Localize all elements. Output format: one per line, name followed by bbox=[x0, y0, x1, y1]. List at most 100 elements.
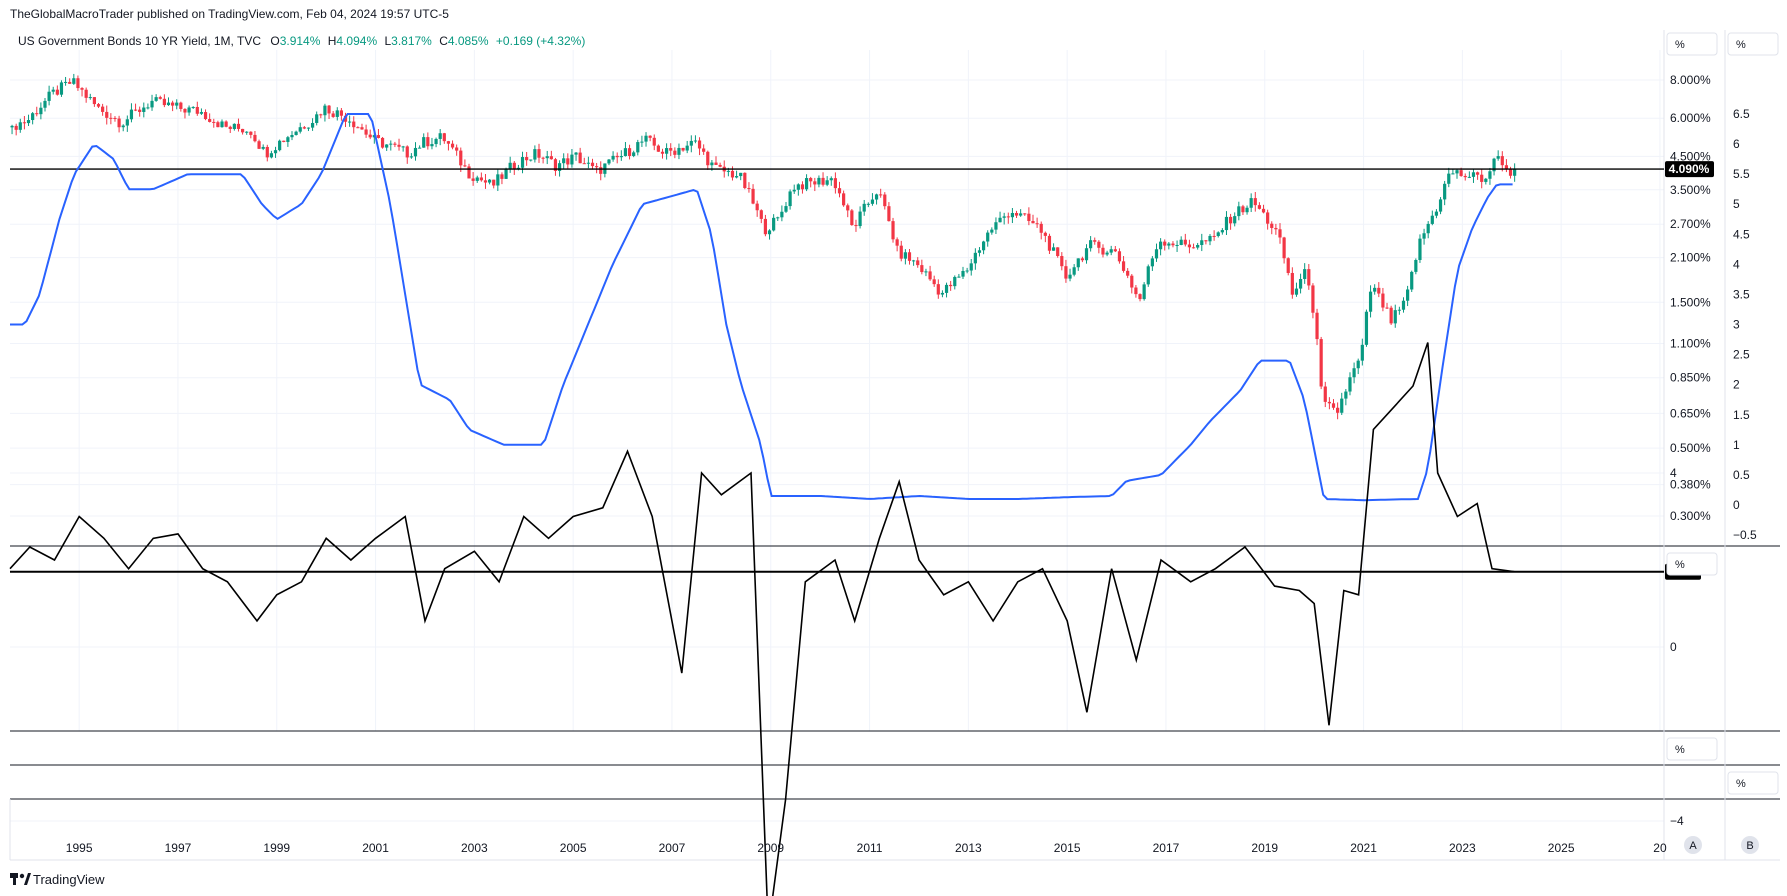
pane3-unit-box[interactable]: % bbox=[1666, 737, 1718, 761]
candle-body bbox=[747, 188, 751, 190]
candle-body bbox=[1381, 293, 1385, 308]
candle-body bbox=[1183, 239, 1187, 245]
candle bbox=[1492, 157, 1496, 176]
price-axes[interactable]: 8.000%6.000%4.500%3.500%2.700%2.100%1.50… bbox=[1665, 32, 1779, 828]
candle-body bbox=[492, 179, 496, 186]
candle bbox=[986, 230, 990, 247]
candle bbox=[751, 184, 755, 205]
candle bbox=[759, 209, 763, 224]
candle-body bbox=[1121, 261, 1126, 271]
candle bbox=[1163, 239, 1167, 251]
ohlc-change: +0.169 (+4.32%) bbox=[496, 34, 585, 48]
candle bbox=[998, 211, 1002, 223]
candle-body bbox=[39, 107, 43, 115]
candle-body bbox=[199, 112, 204, 114]
candle bbox=[208, 113, 212, 123]
candle-body bbox=[570, 154, 574, 165]
oscillator-pane[interactable] bbox=[9, 342, 1664, 896]
right-axis-tick: 5 bbox=[1733, 197, 1740, 211]
time-axis-tick: 2019 bbox=[1251, 841, 1278, 855]
candle bbox=[1109, 245, 1113, 256]
candle-body bbox=[483, 180, 488, 183]
candle bbox=[928, 265, 932, 281]
candle bbox=[463, 159, 467, 168]
candle bbox=[59, 80, 64, 97]
right-unit-box[interactable]: % bbox=[1727, 32, 1779, 56]
candle bbox=[438, 129, 442, 146]
candle bbox=[1290, 267, 1294, 299]
pane4-unit-box[interactable]: % bbox=[1727, 771, 1779, 795]
right-axis-tick: 4.5 bbox=[1733, 227, 1750, 241]
candles bbox=[10, 73, 1517, 420]
right-axis-tick: 0.5 bbox=[1733, 468, 1750, 482]
candle bbox=[101, 103, 105, 116]
candle bbox=[1414, 258, 1418, 275]
osc-unit-box[interactable]: % bbox=[1666, 552, 1718, 576]
candle-body bbox=[273, 150, 278, 154]
candle bbox=[1463, 173, 1467, 181]
auto-scale-button[interactable]: A bbox=[1684, 836, 1702, 854]
scale-b-button[interactable]: B bbox=[1741, 836, 1759, 854]
candle-body bbox=[566, 158, 570, 165]
candle bbox=[183, 108, 187, 119]
main-price-pane[interactable] bbox=[10, 73, 1664, 502]
candle bbox=[537, 143, 541, 163]
candle-body bbox=[957, 276, 961, 278]
candle bbox=[327, 105, 331, 119]
left-unit-box[interactable]: % bbox=[1666, 32, 1718, 56]
candle bbox=[150, 94, 154, 111]
candle bbox=[981, 240, 986, 255]
candle bbox=[240, 128, 245, 135]
candle bbox=[43, 98, 47, 112]
candle-body bbox=[508, 162, 512, 170]
candle bbox=[1228, 213, 1233, 230]
right-unit-box-label: % bbox=[1736, 39, 1746, 51]
candle-body bbox=[1286, 258, 1290, 273]
tradingview-logo[interactable]: TradingView bbox=[10, 872, 105, 887]
candle-body bbox=[549, 156, 553, 160]
candle bbox=[232, 123, 236, 131]
candle-body bbox=[1171, 243, 1175, 246]
candle bbox=[1130, 274, 1134, 294]
candle-body bbox=[117, 118, 121, 128]
candle bbox=[212, 118, 216, 128]
time-axis[interactable]: 1995 1997 1999 2001 2003 2005 2007 2009 2011 2013… bbox=[66, 841, 1667, 855]
candle bbox=[1500, 151, 1504, 172]
candle bbox=[245, 131, 249, 135]
candle bbox=[47, 85, 51, 106]
candle-body bbox=[224, 121, 228, 127]
candle-body bbox=[648, 135, 652, 138]
candle bbox=[348, 115, 352, 127]
candle-body bbox=[1146, 266, 1150, 285]
candle bbox=[1385, 302, 1389, 309]
candle bbox=[1019, 209, 1023, 217]
candle-body bbox=[599, 167, 603, 174]
candle bbox=[837, 181, 842, 198]
candle bbox=[1093, 237, 1097, 245]
candle bbox=[426, 132, 430, 150]
left-axis-tick: 3.500% bbox=[1670, 183, 1711, 197]
candle-body bbox=[1438, 199, 1443, 212]
candle-body bbox=[582, 163, 586, 165]
candle bbox=[129, 103, 134, 123]
candle bbox=[693, 135, 698, 144]
candle-body bbox=[14, 125, 18, 130]
candle bbox=[541, 156, 545, 164]
time-axis-tick: 2011 bbox=[857, 841, 883, 855]
candle-body bbox=[1068, 274, 1072, 279]
candle bbox=[467, 163, 471, 179]
candle bbox=[339, 108, 343, 121]
candle-body bbox=[763, 218, 768, 235]
candle bbox=[603, 163, 607, 178]
candle bbox=[940, 290, 945, 298]
candle-body bbox=[899, 245, 903, 259]
candle bbox=[389, 140, 393, 151]
candle bbox=[1208, 234, 1212, 246]
candle bbox=[1043, 231, 1047, 243]
candle-body bbox=[1360, 344, 1364, 361]
candle-body bbox=[393, 143, 397, 145]
candle bbox=[825, 176, 829, 187]
candle-body bbox=[669, 148, 673, 151]
candle-body bbox=[228, 126, 232, 129]
candle-body bbox=[1488, 171, 1492, 179]
